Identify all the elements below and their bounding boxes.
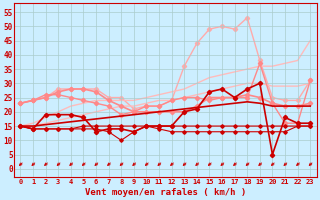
X-axis label: Vent moyen/en rafales ( km/h ): Vent moyen/en rafales ( km/h )	[85, 188, 246, 197]
